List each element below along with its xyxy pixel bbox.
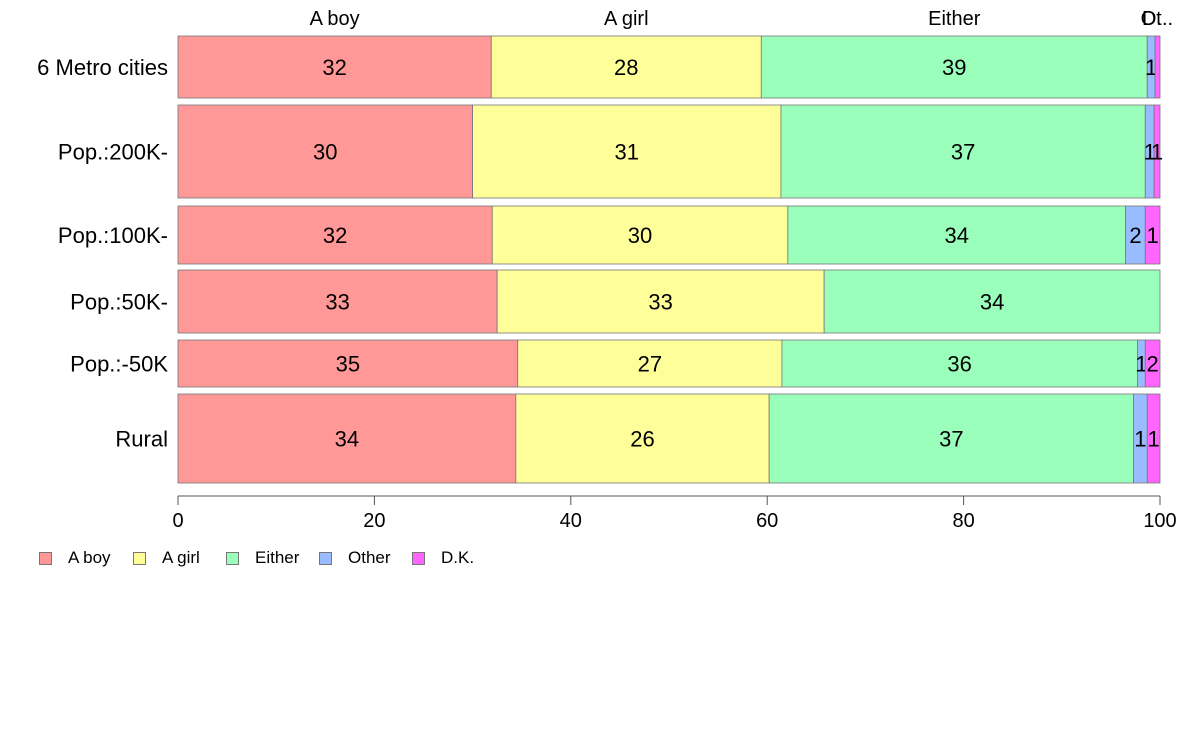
x-tick-label-60: 60 [756,510,778,532]
bar-a-girl-pop-50k [517,339,783,388]
category-label-pop-50k: Pop.:50K- [70,290,168,315]
bar-d-k-pop-100k [1144,205,1161,265]
bar-either-pop-200k [780,104,1146,199]
bar-either-pop-50k [823,269,1161,334]
data-label-either-pop-50k: 36 [947,352,971,377]
legend-label-a-boy: A boy [68,548,111,567]
bar-a-girl-rural [515,393,770,484]
legend-label-dk: D.K. [441,548,475,567]
bar-a-girl-6-metro-cities [490,35,762,99]
data-label-a-girl-6-metro-cities: 28 [614,55,638,80]
data-label-a-boy-pop-100k: 32 [323,223,347,248]
data-label-a-boy-pop-200k: 30 [313,140,337,165]
legend-label-a-girl: A girl [162,548,200,567]
data-label-either-pop-200k: 37 [951,140,975,165]
data-label-a-girl-pop-50k: 33 [648,290,672,315]
data-label-a-boy-pop-50k: 33 [325,290,349,315]
top-label-a-boy: A boy [310,8,360,30]
legend-swatch-a-girl [133,551,146,565]
bar-d-k-6-metro-cities [1154,35,1161,99]
data-label-either-pop-50k: 34 [980,290,1004,315]
data-label-d-k-pop-100k: 1 [1147,223,1159,248]
legend-item-either: Either [226,548,299,568]
bar-either-6-metro-cities [760,35,1148,99]
legend-swatch-dk [412,551,425,565]
bar-a-boy-6-metro-cities [177,35,492,99]
legend-swatch-either [226,551,239,565]
x-tick-label-100: 100 [1143,510,1176,532]
data-label-other-rural: 1 [1134,427,1146,452]
legend-item-other: Other [319,548,391,568]
bar-a-boy-pop-200k [177,104,474,199]
legend-item-a-boy: A boy [39,548,111,568]
legend-label-other: Other [348,548,391,567]
bar-a-boy-rural [177,393,517,484]
top-label-d-k: D... [1142,8,1173,30]
legend-swatch-a-boy [39,551,52,565]
bar-a-girl-pop-100k [491,205,789,265]
data-label-either-rural: 37 [939,427,963,452]
data-label-d-k-pop-200k: 1 [1151,140,1163,165]
data-label-a-boy-rural: 34 [335,427,359,452]
category-label-rural: Rural [115,427,168,452]
top-label-other: Ot [1141,8,1163,30]
legend-swatch-other [319,551,332,565]
legend-item-dk: D.K. [412,548,474,568]
bar-either-pop-100k [787,205,1127,265]
data-label-a-girl-rural: 26 [630,427,654,452]
data-label-other-pop-100k: 2 [1129,223,1141,248]
x-tick-label-0: 0 [172,510,183,532]
x-tick-label-80: 80 [952,510,974,532]
bar-either-pop-50k [781,339,1138,388]
data-label-a-girl-pop-100k: 30 [628,223,652,248]
x-tick-label-40: 40 [560,510,582,532]
bar-d-k-rural [1146,393,1161,484]
bar-a-boy-pop-50k [177,339,519,388]
legend-label-either: Either [255,548,300,567]
legend-item-a-girl: A girl [133,548,200,568]
bar-d-k-pop-200k [1153,104,1161,199]
data-label-a-girl-pop-200k: 31 [615,140,639,165]
data-label-d-k-rural: 1 [1147,427,1159,452]
category-label-pop-100k: Pop.:100K- [58,223,168,248]
data-label-a-girl-pop-50k: 27 [638,352,662,377]
data-label-other-6-metro-cities: 1 [1145,55,1157,80]
data-label-either-pop-100k: 34 [944,223,968,248]
data-label-other-pop-50k: 1 [1135,352,1147,377]
data-label-d-k-pop-50k: 2 [1147,352,1159,377]
data-label-a-boy-6-metro-cities: 32 [322,55,346,80]
category-label-6-metro-cities: 6 Metro cities [37,55,168,80]
bar-d-k-pop-50k [1144,339,1161,388]
top-label-either: Either [928,8,981,30]
data-label-other-pop-200k: 1 [1144,140,1156,165]
data-label-a-boy-pop-50k: 35 [336,352,360,377]
bar-either-rural [768,393,1134,484]
data-label-either-6-metro-cities: 39 [942,55,966,80]
category-label-pop-50k: Pop.:-50K [70,352,168,377]
x-tick-label-20: 20 [363,510,385,532]
top-label-a-girl: A girl [604,8,648,30]
bar-a-girl-pop-50k [496,269,825,334]
category-label-pop-200k: Pop.:200K- [58,140,168,165]
bar-a-boy-pop-50k [177,269,498,334]
bar-a-girl-pop-200k [472,104,782,199]
